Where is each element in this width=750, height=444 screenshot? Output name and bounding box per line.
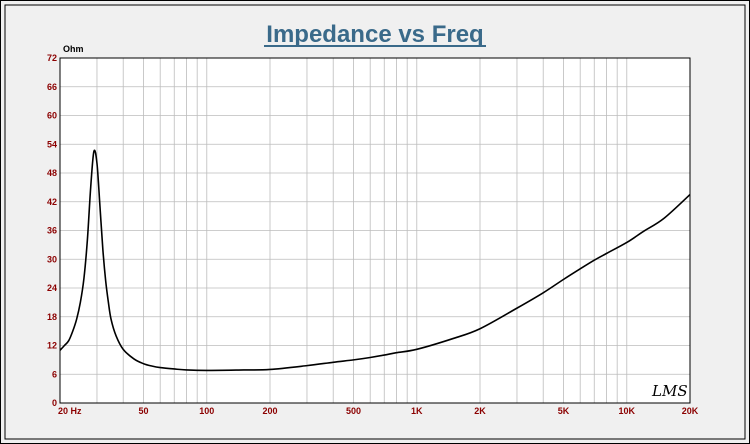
y-tick-label: 30 [47, 254, 57, 264]
y-axis-label: Ohm [63, 44, 84, 54]
y-tick-label: 42 [47, 197, 57, 207]
y-tick-label: 48 [47, 168, 57, 178]
y-tick-label: 0 [52, 398, 57, 408]
y-tick-label: 6 [52, 369, 57, 379]
x-tick-label: 50 [139, 406, 149, 416]
y-tick-label: 18 [47, 312, 57, 322]
y-gridlines [60, 86, 690, 375]
x-tick-label: 5K [558, 406, 570, 416]
x-tick-label: 500 [346, 406, 361, 416]
y-tick-label: 12 [47, 341, 57, 351]
y-tick-label: 54 [47, 139, 57, 149]
x-tick-label: 200 [262, 406, 277, 416]
x-tick-labels: 20 Hz 50 100 200 500 1K 2K 5K 10K 20K [58, 406, 699, 416]
y-tick-label: 60 [47, 111, 57, 121]
plot-border [59, 57, 691, 404]
y-tick-label: 66 [47, 82, 57, 92]
impedance-series-line [59, 149, 691, 372]
lms-logo: LMS [651, 382, 688, 400]
x-tick-label: 2K [474, 406, 486, 416]
x-tick-label: 20 Hz [58, 406, 82, 416]
y-tick-label: 24 [47, 283, 57, 293]
y-tick-label: 36 [47, 226, 57, 236]
x-tick-label: 10K [619, 406, 636, 416]
series-lines [59, 149, 691, 372]
x-tick-label: 1K [411, 406, 423, 416]
y-tick-labels: 0 6 12 18 24 30 36 42 48 54 60 66 72 [47, 53, 57, 408]
x-tick-label: 20K [682, 406, 699, 416]
y-tick-label: 72 [47, 53, 57, 63]
x-tick-label: 100 [199, 406, 214, 416]
inner-border [4, 4, 746, 440]
chart-title: Impedance vs Freq [266, 21, 483, 48]
